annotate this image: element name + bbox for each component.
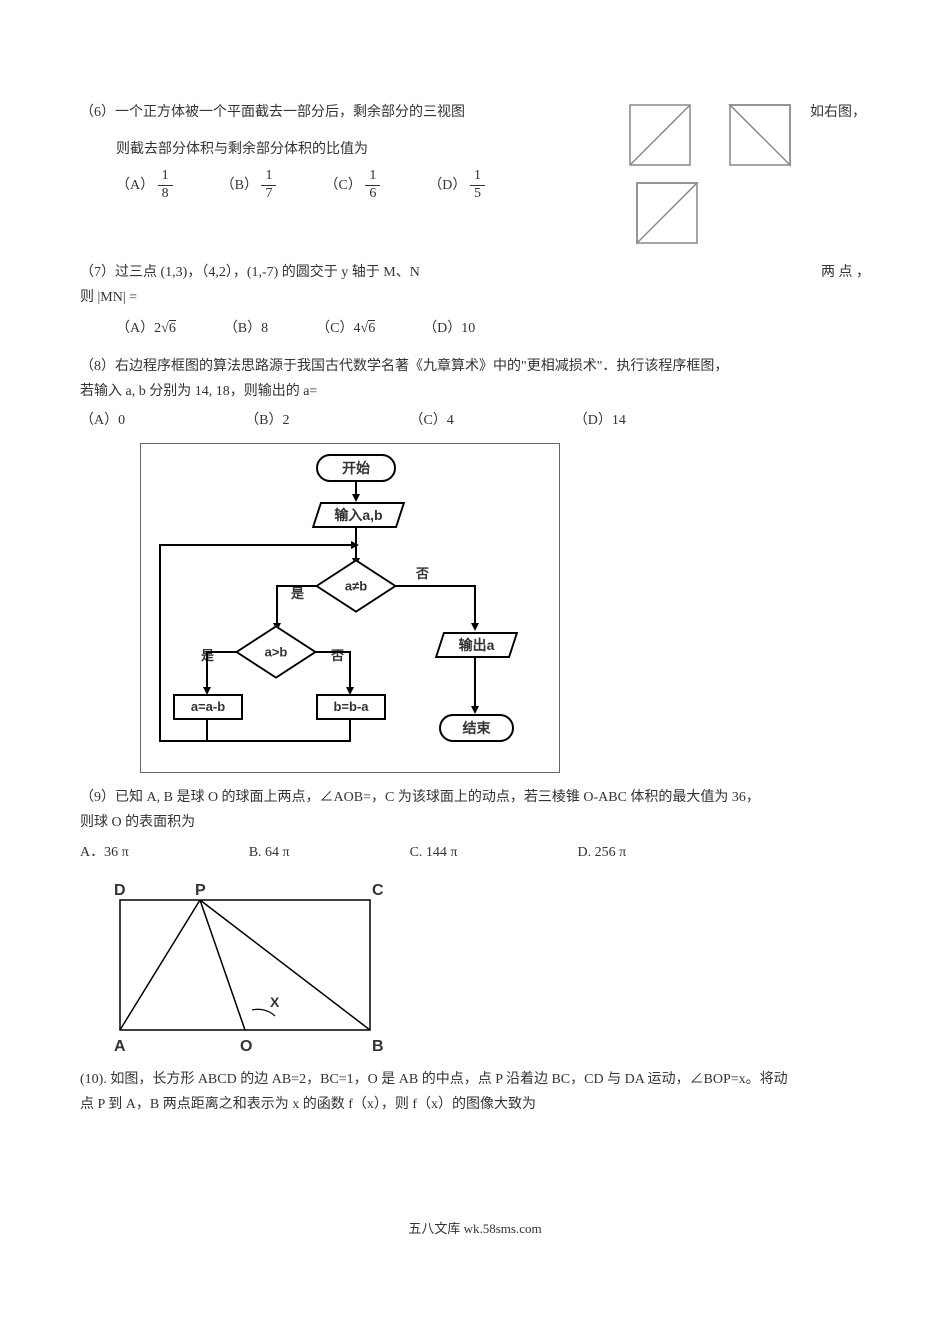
question-10: (10). 如图，长方形 ABCD 的边 AB=2，BC=1，O 是 AB 的中… [80, 1067, 870, 1117]
q6-choice-c: （C） 16 [324, 168, 380, 203]
label-x: X [270, 990, 279, 1015]
label-o: O [240, 1033, 252, 1062]
question-8: （8）右边程序框图的算法思路源于我国古代数学名著《九章算术》中的"更相减损术"．… [80, 354, 870, 774]
label-b: B [372, 1033, 384, 1062]
q8-choice-a: （A）0 [80, 408, 125, 433]
q10-text-b: 点 P 到 A，B 两点距离之和表示为 x 的函数 f（x），则 f（x）的图像… [80, 1092, 870, 1117]
page-footer: 五八文库 wk.58sms.com [80, 1217, 870, 1240]
fc-no-2: 否 [331, 644, 344, 667]
q6-choice-d: （D） 15 [428, 168, 485, 203]
q7-choice-a: （A）2√6 [116, 316, 176, 341]
fc-cond-neq: a≠b [316, 566, 396, 606]
q6-choice-a: （A） 18 [116, 168, 173, 203]
q7-text-a: （7）过三点 (1,3)，（4,2），(1,-7) 的圆交于 y 轴于 M、N [80, 265, 420, 280]
label-c: C [372, 877, 384, 906]
q7-text-a2: 两 点 ， [821, 265, 870, 280]
question-7: （7）过三点 (1,3)，（4,2），(1,-7) 的圆交于 y 轴于 M、N … [80, 260, 870, 342]
fc-start: 开始 [316, 454, 396, 482]
q8-choice-c: （C）4 [409, 408, 453, 433]
label-d: D [114, 877, 126, 906]
fc-left: a=a-b [173, 694, 243, 720]
q6-text-a2: 如右图， [810, 105, 866, 120]
q7-choice-b: （B）8 [224, 316, 268, 341]
q9-choice-c: C. 144 π [410, 840, 458, 865]
q6-text-a: （6）一个正方体被一个平面截去一部分后，剩余部分的三视图 [80, 100, 465, 125]
q7-choice-d: （D）10 [423, 316, 475, 341]
q8-text-b: 若输入 a, b 分别为 14, 18，则输出的 a= [80, 379, 870, 404]
three-views-diagram [610, 100, 810, 248]
q9-text-a: （9）已知 A, B 是球 O 的球面上两点，∠AOB=，C 为该球面上的动点，… [80, 785, 870, 810]
q7-choice-c: （C）4√6 [316, 316, 375, 341]
q9-choice-b: B. 64 π [249, 840, 290, 865]
question-6: （6）一个正方体被一个平面截去一部分后，剩余部分的三视图 则截去部分体积与剩余部… [80, 100, 870, 248]
flowchart: 开始 输入a,b a≠b 是 否 a>b 是 否 a=a-b [140, 443, 560, 773]
fc-no-1: 否 [416, 562, 429, 585]
label-a: A [114, 1033, 126, 1062]
fc-cond-gt: a>b [236, 632, 316, 672]
fc-output: 输出a [435, 632, 518, 658]
fc-input: 输入a,b [312, 502, 405, 528]
q10-text-a: (10). 如图，长方形 ABCD 的边 AB=2，BC=1，O 是 AB 的中… [80, 1067, 870, 1092]
q9-text-b: 则球 O 的表面积为 [80, 810, 870, 835]
q6-choice-b: （B） 17 [221, 168, 277, 203]
q7-text-b: 则 |MN| = [80, 290, 137, 305]
q8-text-a: （8）右边程序框图的算法思路源于我国古代数学名著《九章算术》中的"更相减损术"．… [80, 354, 870, 379]
q8-choice-b: （B）2 [245, 408, 289, 433]
q9-choice-d: D. 256 π [578, 840, 627, 865]
q6-text-b: 则截去部分体积与剩余部分体积的比值为 [116, 142, 368, 157]
q9-choice-a: A．36 π [80, 840, 129, 865]
rectangle-diagram: D P C A O B X [100, 875, 400, 1055]
q8-choice-d: （D）14 [574, 408, 626, 433]
question-9: （9）已知 A, B 是球 O 的球面上两点，∠AOB=，C 为该球面上的动点，… [80, 785, 870, 1055]
fc-right: b=b-a [316, 694, 386, 720]
fc-end: 结束 [439, 714, 514, 742]
label-p: P [195, 877, 206, 906]
